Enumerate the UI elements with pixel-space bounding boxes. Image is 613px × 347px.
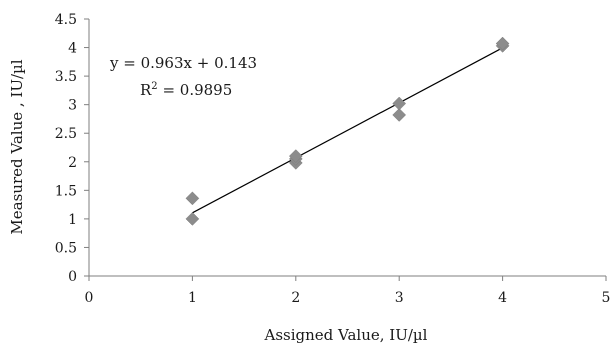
- data-point: [392, 108, 407, 122]
- y-tick-label: 1.5: [55, 183, 77, 199]
- axes: [88, 19, 606, 277]
- data-point: [185, 191, 200, 206]
- y-tick-label: 4.5: [55, 12, 77, 28]
- y-tick-label: 2.5: [55, 126, 77, 142]
- x-tick-label: 3: [395, 290, 404, 306]
- r-squared-label: R2 = 0.9895: [140, 81, 232, 99]
- r-squared-value: = 0.9895: [158, 81, 233, 99]
- data-point: [495, 36, 510, 51]
- y-tick-label: 0.5: [55, 240, 77, 256]
- y-tick-label: 4: [68, 41, 77, 57]
- tick-marks: [84, 18, 607, 281]
- y-tick-label: 3: [68, 98, 77, 114]
- x-tick-labels: 0 1 2 3 4 5: [85, 290, 611, 306]
- y-tick-label: 0: [68, 269, 77, 285]
- x-tick-label: 1: [188, 290, 197, 306]
- data-point: [288, 149, 303, 163]
- data-point: [185, 212, 200, 226]
- r-squared-exponent: 2: [151, 81, 157, 92]
- trendline-layer: [192, 47, 503, 214]
- y-tick-label: 1: [68, 212, 77, 228]
- x-tick-label: 0: [85, 290, 94, 306]
- data-point: [392, 96, 407, 111]
- r-squared-prefix: R: [140, 81, 152, 99]
- y-tick-label: 3.5: [55, 69, 77, 85]
- y-tick-labels: 0 0.5 1 1.5 2 2.5 3 3.5 4 4.5: [55, 12, 77, 285]
- x-axis-title: Assigned Value, IU/µl: [264, 326, 428, 344]
- x-tick-label: 4: [498, 290, 507, 306]
- y-tick-label: 2: [68, 155, 77, 171]
- y-axis-title: Measured Value , IU/µl: [8, 59, 26, 234]
- trendline: [192, 47, 503, 214]
- x-tick-label: 5: [602, 290, 611, 306]
- data-points: [185, 36, 510, 226]
- x-tick-label: 2: [291, 290, 300, 306]
- trendline-equation: y = 0.963x + 0.143: [109, 54, 257, 72]
